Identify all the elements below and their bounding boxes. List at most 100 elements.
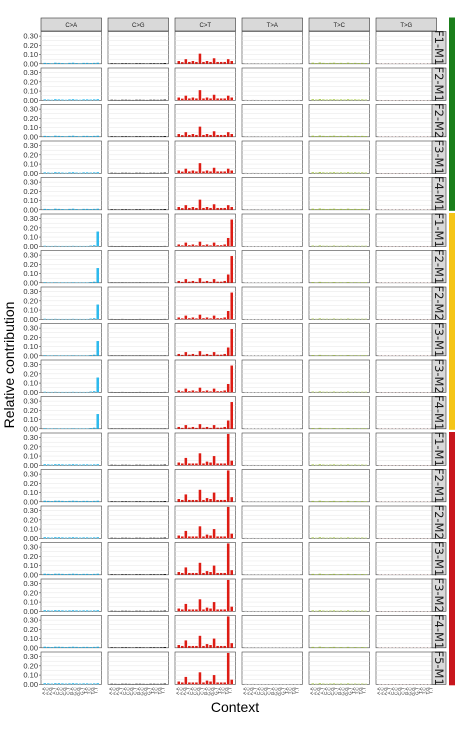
panel-bg	[107, 542, 169, 576]
bar	[212, 425, 216, 429]
bar	[311, 62, 315, 64]
bar	[61, 99, 64, 101]
x-tick-label: T.T	[161, 687, 166, 694]
bar	[346, 646, 350, 648]
bar	[311, 464, 315, 466]
x-tick-label: C.T	[199, 687, 204, 695]
y-tick-label: 0.00	[23, 278, 38, 287]
bar	[110, 99, 114, 101]
bar	[219, 427, 223, 429]
bar	[121, 610, 124, 612]
panel-bg	[375, 615, 437, 649]
bar	[353, 172, 357, 174]
bar	[318, 208, 322, 210]
bar	[138, 99, 142, 101]
bar	[332, 646, 336, 648]
bar	[75, 537, 78, 539]
bar	[226, 310, 230, 320]
bar	[219, 391, 223, 393]
bar	[346, 245, 350, 247]
y-tick-label: 0.20	[23, 77, 38, 86]
bar	[216, 427, 219, 429]
x-tick-label: G.T	[281, 687, 286, 695]
bar	[198, 314, 202, 320]
bar	[78, 63, 82, 64]
bar	[315, 464, 318, 466]
bar	[244, 136, 248, 137]
row-strip	[431, 359, 447, 393]
bar	[92, 135, 96, 137]
bar	[350, 610, 353, 612]
bar	[135, 683, 138, 685]
bar	[78, 136, 82, 137]
bar	[322, 318, 325, 320]
panel-bg	[40, 104, 102, 138]
group-bar-1	[449, 213, 455, 430]
x-tick-label: T.G	[157, 687, 162, 695]
bar	[184, 242, 188, 247]
bar	[92, 537, 96, 539]
bar	[68, 537, 71, 539]
bar	[357, 683, 360, 685]
bar	[57, 135, 61, 137]
bar	[198, 199, 202, 210]
x-tick-label: C.G	[129, 687, 134, 696]
bar	[336, 136, 339, 137]
bar	[322, 610, 325, 612]
bar	[138, 610, 142, 612]
bar	[138, 501, 142, 502]
bar	[212, 602, 216, 612]
bar	[350, 63, 353, 64]
bar	[315, 136, 318, 137]
bar	[209, 207, 212, 210]
row-strip	[431, 177, 447, 211]
bar	[244, 99, 248, 101]
y-axis-title: Relative contribution	[1, 302, 17, 429]
bar	[71, 135, 75, 137]
panel-bg	[174, 31, 236, 65]
bar	[198, 351, 202, 356]
bar	[329, 537, 332, 539]
row-strip	[431, 578, 447, 612]
bar	[64, 464, 68, 466]
bar	[219, 645, 223, 648]
row-strip	[431, 542, 447, 576]
y-tick-label: 0.20	[23, 296, 38, 305]
bar	[138, 464, 142, 466]
bar	[181, 536, 184, 539]
panel-bg	[375, 578, 437, 612]
bar	[188, 281, 191, 283]
bar	[96, 172, 100, 174]
bar	[343, 464, 346, 466]
bar	[360, 245, 364, 247]
bar	[216, 98, 219, 101]
y-tick-label: 0.30	[23, 360, 38, 369]
bar	[82, 135, 85, 137]
y-tick-label: 0.10	[23, 87, 38, 96]
bar	[209, 535, 212, 539]
y-tick-label: 0.00	[23, 643, 38, 652]
bar	[223, 390, 226, 393]
bar	[202, 61, 205, 64]
y-tick-label: 0.00	[23, 242, 38, 251]
bar	[92, 683, 96, 685]
bar	[353, 537, 357, 539]
bar	[329, 610, 332, 612]
bar	[332, 500, 336, 502]
panel-bg	[40, 177, 102, 211]
bar	[135, 537, 138, 539]
bar	[318, 610, 322, 612]
bar	[339, 428, 343, 429]
y-tick-label: 0.20	[23, 114, 38, 123]
panel-bg	[308, 542, 370, 576]
x-tick-label: A.A	[175, 686, 180, 694]
row-label: F2-M2	[432, 504, 446, 539]
panel-bg	[241, 213, 303, 247]
bar	[152, 610, 156, 612]
bar	[318, 391, 322, 393]
bar	[64, 63, 68, 64]
bar	[188, 572, 191, 575]
bar	[152, 209, 156, 210]
bar	[43, 208, 47, 210]
bar	[364, 428, 368, 429]
